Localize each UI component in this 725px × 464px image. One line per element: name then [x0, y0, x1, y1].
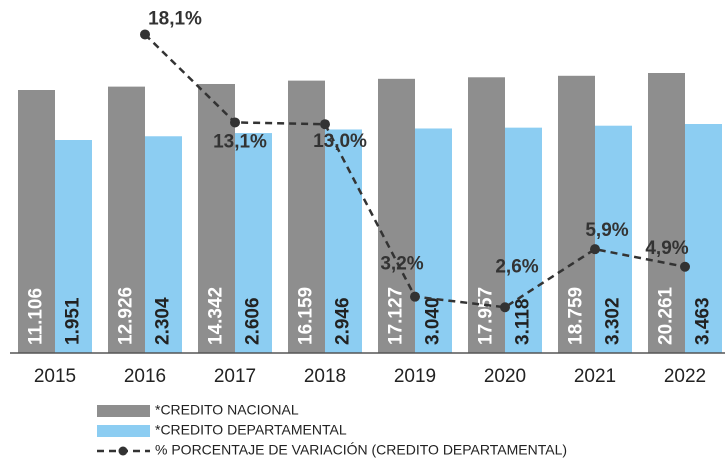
bar-value-label: 1.951 — [63, 297, 84, 345]
bar — [235, 133, 272, 353]
line-point — [410, 291, 420, 302]
x-tick-label: 2015 — [34, 366, 76, 387]
line-value-label: 2,6% — [495, 256, 538, 277]
bar — [198, 83, 235, 354]
bar-value-label: 12.926 — [116, 287, 137, 345]
bar-value-label: 3.040 — [423, 297, 444, 345]
bar — [108, 86, 145, 353]
line-value-label: 18,1% — [148, 8, 202, 29]
line-value-label: 5,9% — [585, 220, 628, 241]
legend-label: *CREDITO NACIONAL — [155, 402, 299, 418]
x-tick-label: 2019 — [394, 366, 436, 387]
x-tick-label: 2020 — [484, 366, 526, 387]
line-value-label: 13,0% — [313, 131, 367, 152]
line-point — [500, 302, 510, 313]
legend-label: *CREDITO DEPARTAMENTAL — [155, 422, 347, 438]
bar-value-label: 3.118 — [513, 299, 534, 346]
bar-value-label: 17.957 — [476, 287, 497, 345]
bar-value-label: 17.127 — [386, 287, 407, 345]
bar-value-label: 2.304 — [153, 297, 174, 345]
x-tick-label: 2021 — [574, 366, 616, 387]
bar — [325, 129, 362, 353]
x-tick-label: 2016 — [124, 366, 166, 387]
bar — [55, 140, 92, 353]
bar — [595, 125, 632, 353]
x-tick-label: 2017 — [214, 366, 256, 387]
bar — [648, 73, 685, 353]
bar — [558, 75, 595, 354]
legend-swatch — [118, 446, 128, 456]
bar-value-label: 11.106 — [26, 288, 47, 345]
line-point — [590, 244, 600, 255]
legend-swatch — [97, 425, 150, 437]
legend-swatch — [97, 405, 150, 417]
bar — [505, 127, 542, 354]
bar — [145, 136, 182, 353]
bar-value-label: 20.261 — [656, 286, 677, 345]
line-value-label: 3,2% — [380, 254, 423, 275]
legend-label: % PORCENTAJE DE VARIACIÓN (CREDITO DEPAR… — [155, 442, 567, 458]
line-point — [320, 119, 330, 130]
line-value-label: 13,1% — [213, 131, 267, 152]
bar-value-label: 2.946 — [333, 297, 354, 345]
bar-value-label: 14.342 — [206, 287, 227, 345]
bar — [378, 78, 415, 353]
x-tick-label: 2018 — [304, 366, 346, 387]
bar — [18, 90, 55, 353]
bar — [685, 124, 722, 353]
x-tick-label: 2022 — [664, 366, 706, 387]
bar-value-label: 3.463 — [693, 297, 714, 345]
bar-value-label: 18.759 — [566, 287, 587, 345]
line-value-label: 4,9% — [645, 238, 688, 259]
bar-value-label: 2.606 — [243, 297, 264, 345]
bar-value-label: 3.302 — [603, 297, 624, 345]
line-point — [140, 29, 150, 40]
bar-value-label: 16.159 — [296, 287, 317, 345]
line-point — [680, 261, 690, 272]
bar — [288, 80, 325, 354]
line-point — [230, 117, 240, 128]
bar — [415, 128, 452, 353]
